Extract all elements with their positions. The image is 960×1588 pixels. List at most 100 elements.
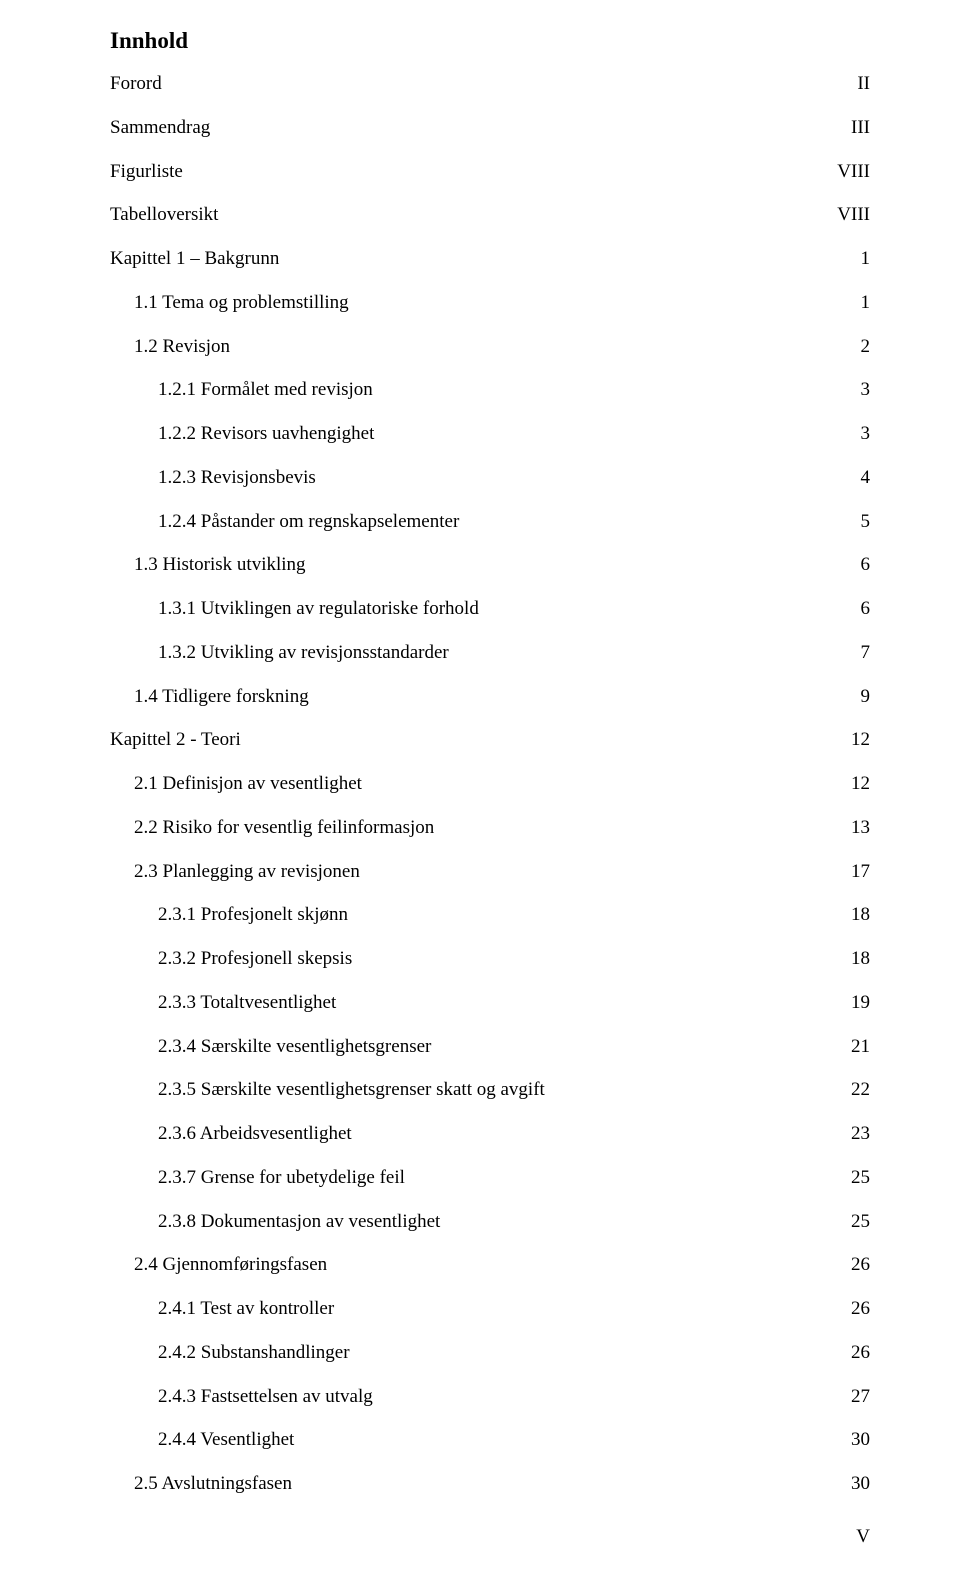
toc-entry-label: 2.2 Risiko for vesentlig feilinformasjon: [134, 816, 434, 840]
toc-entry-label: 2.3.8 Dokumentasjon av vesentlighet: [158, 1210, 440, 1234]
toc-entry-label: 2.3.2 Profesjonell skepsis: [158, 947, 352, 971]
toc-entry-page: 30: [847, 1428, 870, 1452]
toc-entry-label: Kapittel 2 - Teori: [110, 728, 241, 752]
toc-entry-label: Tabelloversikt: [110, 203, 218, 227]
toc-entry-page: 18: [847, 903, 870, 927]
toc-entry-page: 3: [857, 422, 871, 446]
toc-entry-label: 2.3.4 Særskilte vesentlighetsgrenser: [158, 1035, 431, 1059]
toc-entry-label: 2.1 Definisjon av vesentlighet: [134, 772, 362, 796]
toc-entry: 2.3.6 Arbeidsvesentlighet 23: [110, 1122, 870, 1146]
page-number: V: [110, 1526, 870, 1548]
toc-entry-page: 2: [857, 335, 871, 359]
toc-entry: 2.4.1 Test av kontroller 26: [110, 1297, 870, 1321]
toc-entry: Tabelloversikt VIII: [110, 203, 870, 227]
toc-entry-label: 1.3 Historisk utvikling: [134, 553, 306, 577]
toc-entry-label: 2.5 Avslutningsfasen: [134, 1472, 292, 1496]
toc-entry: 2.1 Definisjon av vesentlighet 12: [110, 772, 870, 796]
toc-entry: 2.3.7 Grense for ubetydelige feil 25: [110, 1166, 870, 1190]
toc-entry-label: 1.2.2 Revisors uavhengighet: [158, 422, 374, 446]
toc-entry: Sammendrag III: [110, 116, 870, 140]
toc-entry-label: 1.2 Revisjon: [134, 335, 230, 359]
toc-entry: 2.3.3 Totaltvesentlighet 19: [110, 991, 870, 1015]
toc-entry-label: 1.2.4 Påstander om regnskapselementer: [158, 510, 459, 534]
toc-entry-page: 13: [847, 816, 870, 840]
toc-entry: Kapittel 2 - Teori 12: [110, 728, 870, 752]
toc-entry-label: 2.3.6 Arbeidsvesentlighet: [158, 1122, 352, 1146]
toc-entry-label: Kapittel 1 – Bakgrunn: [110, 247, 279, 271]
toc-entry-page: VIII: [833, 203, 870, 227]
toc-entry-label: 2.4.4 Vesentlighet: [158, 1428, 294, 1452]
toc-entry-page: 27: [847, 1385, 870, 1409]
toc-entry-label: 1.3.2 Utvikling av revisjonsstandarder: [158, 641, 449, 665]
toc-entry-label: Sammendrag: [110, 116, 210, 140]
toc-entry-page: 12: [847, 772, 870, 796]
toc-entry-page: 21: [847, 1035, 870, 1059]
toc-entry-label: 2.3.3 Totaltvesentlighet: [158, 991, 336, 1015]
toc-entry: 2.3.1 Profesjonelt skjønn 18: [110, 903, 870, 927]
toc-entry-page: 25: [847, 1166, 870, 1190]
toc-entry: Forord II: [110, 72, 870, 96]
toc-entry-page: 19: [847, 991, 870, 1015]
toc-entry-label: 2.3.7 Grense for ubetydelige feil: [158, 1166, 405, 1190]
toc-entry-page: 18: [847, 947, 870, 971]
toc-entry-page: 22: [847, 1078, 870, 1102]
toc-entry-page: 1: [857, 291, 871, 315]
toc-entry-page: 26: [847, 1341, 870, 1365]
toc-entry-label: 2.3.1 Profesjonelt skjønn: [158, 903, 348, 927]
toc-entry-label: 1.2.3 Revisjonsbevis: [158, 466, 316, 490]
toc-entry-label: Figurliste: [110, 160, 183, 184]
toc-entry: 1.1 Tema og problemstilling 1: [110, 291, 870, 315]
toc-entry: 2.3.8 Dokumentasjon av vesentlighet25: [110, 1210, 870, 1234]
toc-entry-page: III: [847, 116, 870, 140]
toc-entry: 2.4.3 Fastsettelsen av utvalg 27: [110, 1385, 870, 1409]
toc-entry-label: 2.3 Planlegging av revisjonen: [134, 860, 360, 884]
toc-entry: 1.4 Tidligere forskning 9: [110, 685, 870, 709]
toc-list: ForordIISammendragIIIFigurlisteVIIITabel…: [110, 72, 870, 1496]
toc-entry-page: 3: [857, 378, 871, 402]
toc-entry-label: 2.4.1 Test av kontroller: [158, 1297, 334, 1321]
toc-entry: 2.4.2 Substanshandlinger 26: [110, 1341, 870, 1365]
toc-entry: 2.3 Planlegging av revisjonen 17: [110, 860, 870, 884]
toc-entry: 1.2.1 Formålet med revisjon 3: [110, 378, 870, 402]
toc-entry-label: 1.3.1 Utviklingen av regulatoriske forho…: [158, 597, 479, 621]
toc-entry: 1.3 Historisk utvikling 6: [110, 553, 870, 577]
toc-entry: 2.4.4 Vesentlighet 30: [110, 1428, 870, 1452]
toc-entry: 2.4 Gjennomføringsfasen26: [110, 1253, 870, 1277]
toc-entry: 1.2.4 Påstander om regnskapselementer 5: [110, 510, 870, 534]
toc-entry-label: 1.4 Tidligere forskning: [134, 685, 309, 709]
toc-entry-label: 1.1 Tema og problemstilling: [134, 291, 349, 315]
toc-entry-page: 17: [847, 860, 870, 884]
toc-entry-page: II: [853, 72, 870, 96]
toc-entry: 2.2 Risiko for vesentlig feilinformasjon…: [110, 816, 870, 840]
toc-entry-page: 5: [857, 510, 871, 534]
toc-entry: 2.3.4 Særskilte vesentlighetsgrenser 21: [110, 1035, 870, 1059]
toc-entry-page: 26: [847, 1253, 870, 1277]
toc-entry-page: 7: [857, 641, 871, 665]
toc-entry: 1.3.1 Utviklingen av regulatoriske forho…: [110, 597, 870, 621]
toc-entry-page: VIII: [833, 160, 870, 184]
toc-entry: 1.2.2 Revisors uavhengighet 3: [110, 422, 870, 446]
toc-title: Innhold: [110, 28, 870, 54]
toc-entry-page: 30: [847, 1472, 870, 1496]
toc-entry: Kapittel 1 – Bakgrunn 1: [110, 247, 870, 271]
toc-entry: 2.3.2 Profesjonell skepsis 18: [110, 947, 870, 971]
toc-entry: Figurliste VIII: [110, 160, 870, 184]
toc-entry-page: 23: [847, 1122, 870, 1146]
toc-entry-page: 4: [857, 466, 871, 490]
toc-entry: 1.3.2 Utvikling av revisjonsstandarder 7: [110, 641, 870, 665]
toc-entry-page: 6: [857, 597, 871, 621]
toc-entry-label: 2.4.2 Substanshandlinger: [158, 1341, 350, 1365]
toc-entry-page: 1: [857, 247, 871, 271]
toc-entry: 1.2 Revisjon 2: [110, 335, 870, 359]
toc-entry-page: 9: [857, 685, 871, 709]
toc-entry-label: 2.3.5 Særskilte vesentlighetsgrenser ska…: [158, 1078, 545, 1102]
toc-entry-label: 2.4.3 Fastsettelsen av utvalg: [158, 1385, 373, 1409]
toc-entry-label: 1.2.1 Formålet med revisjon: [158, 378, 373, 402]
toc-entry-page: 6: [857, 553, 871, 577]
toc-entry: 2.5 Avslutningsfasen 30: [110, 1472, 870, 1496]
toc-entry-label: Forord: [110, 72, 162, 96]
toc-entry: 2.3.5 Særskilte vesentlighetsgrenser ska…: [110, 1078, 870, 1102]
toc-entry-page: 12: [847, 728, 870, 752]
toc-entry-page: 26: [847, 1297, 870, 1321]
toc-entry: 1.2.3 Revisjonsbevis 4: [110, 466, 870, 490]
